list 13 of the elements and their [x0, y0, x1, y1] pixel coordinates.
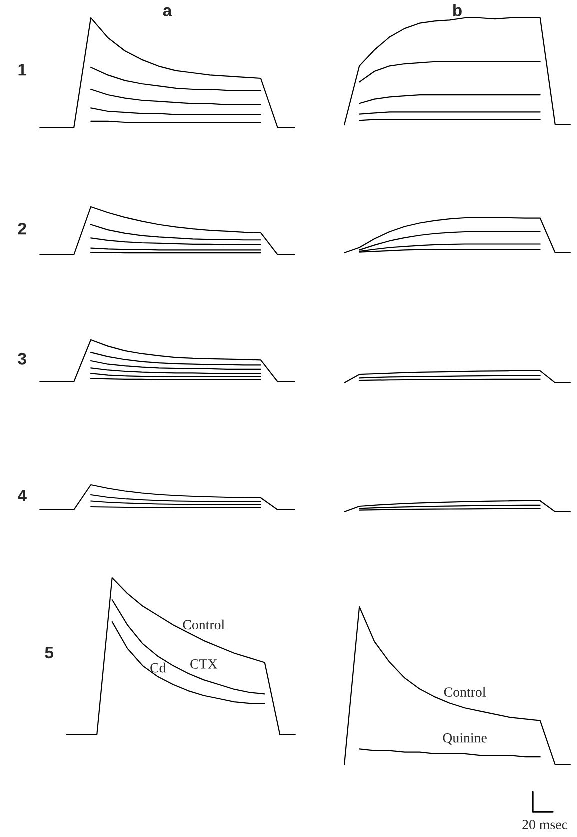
text: 20 msec [522, 820, 568, 830]
series-label: Cd [150, 662, 166, 673]
y-axis-title: 5 [45, 646, 54, 659]
y-axis-title: 4 [18, 490, 27, 502]
series-label: Control [444, 687, 486, 697]
series-label: Quinine [443, 733, 487, 745]
y-axis-title: 1 [18, 64, 27, 76]
y-axis-title: 2 [18, 222, 26, 235]
y-axis-title: 3 [18, 353, 26, 365]
series-label: CTX [190, 660, 218, 669]
chart-title: b [454, 4, 462, 16]
series-label: Control [183, 620, 225, 630]
chart-title: a [163, 7, 172, 16]
